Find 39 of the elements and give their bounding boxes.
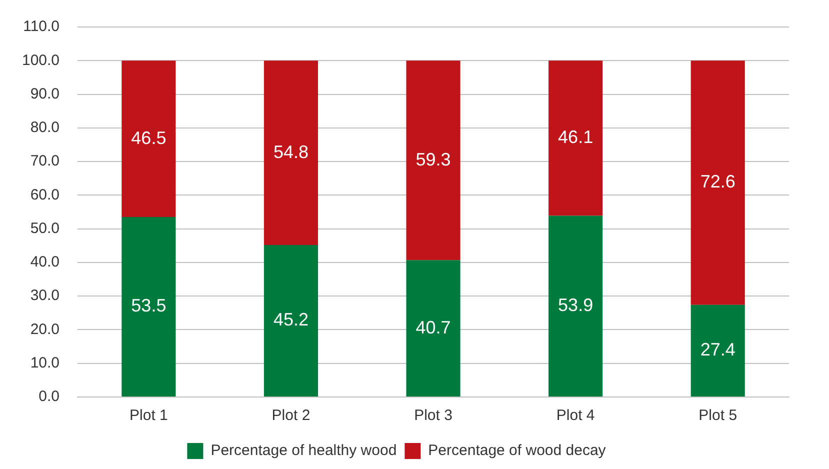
data-label: 53.9 bbox=[558, 295, 594, 316]
data-label: 59.3 bbox=[416, 149, 451, 170]
y-tick-label: 100.0 bbox=[22, 52, 60, 69]
bar bbox=[690, 304, 745, 396]
data-label: 46.1 bbox=[558, 127, 594, 148]
bar bbox=[406, 60, 460, 260]
bar bbox=[122, 217, 176, 396]
y-tick-label: 20.0 bbox=[30, 320, 60, 338]
y-tick-label: 40.0 bbox=[30, 254, 60, 271]
data-label: 53.5 bbox=[131, 296, 166, 316]
y-tick-label: 0.0 bbox=[38, 388, 60, 406]
bar bbox=[548, 60, 603, 216]
y-tick-label: 30.0 bbox=[30, 287, 60, 304]
bar bbox=[690, 60, 745, 305]
legend-label: Percentage of wood decay bbox=[428, 442, 606, 460]
x-tick-label: Plot 3 bbox=[414, 407, 452, 424]
legend-label: Percentage of healthy wood bbox=[210, 442, 397, 460]
data-label: 54.8 bbox=[273, 142, 308, 162]
bar bbox=[548, 216, 603, 396]
y-tick-label: 10.0 bbox=[30, 354, 60, 372]
x-tick-label: Plot 1 bbox=[130, 407, 168, 424]
x-tick-label: Plot 5 bbox=[698, 407, 738, 424]
y-tick-label: 60.0 bbox=[30, 186, 60, 204]
y-tick-label: 70.0 bbox=[30, 152, 60, 170]
y-tick-label: 110.0 bbox=[23, 18, 60, 36]
x-tick-label: Plot 2 bbox=[272, 407, 310, 424]
data-label: 45.2 bbox=[273, 310, 308, 330]
data-label: 46.5 bbox=[131, 128, 166, 148]
x-tick-label: Plot 4 bbox=[556, 407, 595, 424]
data-label: 72.6 bbox=[700, 172, 736, 192]
y-tick-label: 80.0 bbox=[30, 119, 60, 136]
bar bbox=[122, 60, 176, 218]
data-label: 27.4 bbox=[700, 340, 736, 360]
bar bbox=[264, 244, 318, 396]
y-tick-label: 90.0 bbox=[30, 85, 60, 102]
y-tick-label: 50.0 bbox=[30, 220, 60, 237]
data-label: 40.7 bbox=[416, 317, 451, 338]
bar bbox=[264, 60, 318, 245]
bar bbox=[406, 260, 460, 396]
